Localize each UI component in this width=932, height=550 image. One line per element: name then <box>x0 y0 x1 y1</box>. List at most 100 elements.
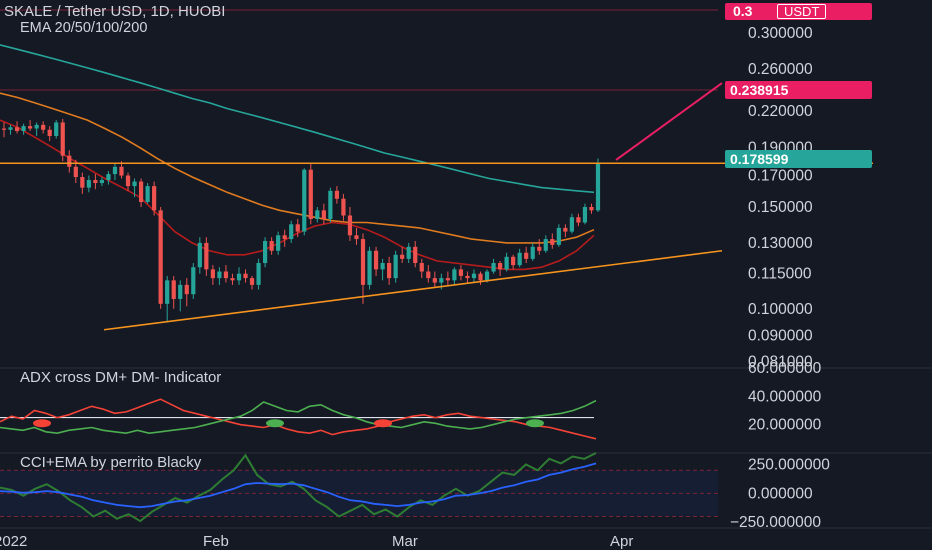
candle-body <box>550 239 555 245</box>
adx-cross-marker <box>266 419 284 428</box>
time-axis: 2022 Feb Mar Apr <box>0 533 633 550</box>
support-trendline <box>103 249 723 331</box>
candle-body <box>334 190 340 199</box>
price-tick-label: 0.115000 <box>748 266 812 283</box>
candle-body <box>34 124 39 129</box>
candle-body <box>321 210 326 219</box>
candle-body <box>165 280 170 304</box>
candle-body <box>419 263 424 272</box>
candle-body <box>543 239 548 251</box>
candle-body <box>517 252 522 266</box>
candle-body <box>243 273 248 279</box>
candle-body <box>556 227 561 245</box>
candle-body <box>204 242 209 270</box>
price-tick-label: 0.150000 <box>748 199 813 216</box>
candle-body <box>73 166 78 178</box>
candle-body <box>1 128 7 130</box>
candle-body <box>387 263 392 279</box>
adx-cross-marker <box>33 419 51 428</box>
candle-body <box>347 215 353 236</box>
price-tick-label: 0.220000 <box>748 103 813 120</box>
candle-body <box>41 124 46 130</box>
candle-body <box>360 239 366 285</box>
candle-body <box>132 181 137 187</box>
candle-body <box>315 210 320 219</box>
current-price-value: 0.3 <box>733 3 753 19</box>
cci-tick-label: −250.000000 <box>730 514 821 531</box>
price-axis: 0.3000000.2600000.2200000.1900000.170000… <box>730 25 830 531</box>
candle-body <box>289 224 294 240</box>
time-tick-label: Apr <box>610 533 633 550</box>
candle-body <box>576 217 581 223</box>
candle-body <box>249 278 255 285</box>
candle-body <box>262 240 268 264</box>
candle-body <box>230 278 235 281</box>
candle-body <box>158 210 163 304</box>
candle-body <box>432 278 437 283</box>
candle-body <box>14 127 20 131</box>
candle-body <box>308 169 313 219</box>
candle-body <box>28 126 33 129</box>
candles[interactable] <box>1 118 601 322</box>
candle-body <box>21 126 26 131</box>
candle-body <box>452 269 457 281</box>
adx-tick-label: 60.000000 <box>748 360 822 377</box>
candle-body <box>406 246 411 259</box>
candle-body <box>86 180 91 188</box>
price-tick-label: 0.100000 <box>748 301 813 318</box>
price-tick-label: 0.300000 <box>748 25 813 42</box>
candle-body <box>256 263 261 285</box>
currency-badge: USDT <box>777 4 827 19</box>
candle-body <box>524 252 529 259</box>
candle-body <box>582 206 588 223</box>
candle-body <box>589 206 594 211</box>
chart-title: SKALE / Tether USD, 1D, HUOBI <box>4 3 226 20</box>
adx-cross-marker <box>374 419 392 428</box>
candle-body <box>125 175 131 187</box>
candle-body <box>497 263 503 270</box>
candle-body <box>380 263 385 270</box>
candle-body <box>511 256 516 266</box>
target-price-label: 0.238915 <box>725 81 872 99</box>
candle-body <box>491 263 496 272</box>
candle-body <box>67 155 72 167</box>
time-tick-label: 2022 <box>0 533 27 550</box>
price-tick-label: 0.090000 <box>748 327 813 344</box>
candle-body <box>373 250 379 270</box>
time-tick-label: Mar <box>392 533 418 550</box>
candle-body <box>471 273 477 279</box>
candle-body <box>119 166 124 176</box>
candle-body <box>328 190 333 219</box>
candle-body <box>217 271 222 279</box>
candle-body <box>191 267 196 295</box>
candle-body <box>112 166 118 175</box>
price-tick-label: 0.260000 <box>748 61 813 78</box>
candle-body <box>484 271 490 281</box>
grid <box>0 9 932 529</box>
candle-body <box>236 273 242 281</box>
cci-pane-title: CCI+EMA by perrito Blacky <box>20 454 202 471</box>
adx-tick-label: 40.000000 <box>748 388 822 405</box>
candle-body <box>47 129 52 136</box>
candle-body <box>537 246 542 251</box>
time-tick-label: Feb <box>203 533 229 550</box>
cci-pane <box>0 452 718 523</box>
candle-body <box>197 242 202 268</box>
adx-tick-label: 20.000000 <box>748 417 822 434</box>
candle-body <box>426 271 431 279</box>
candle-body <box>184 284 189 295</box>
candle-body <box>171 280 176 299</box>
candle-body <box>99 180 105 184</box>
candle-body <box>152 186 157 211</box>
price-tick-label: 0.130000 <box>748 235 813 252</box>
candle-body <box>504 256 509 270</box>
candle-body <box>367 250 372 285</box>
dm_minus-line <box>0 398 597 440</box>
candle-body <box>93 180 98 184</box>
candle-body <box>138 181 144 203</box>
dm_plus-line <box>0 399 597 435</box>
candle-body <box>478 273 483 281</box>
candle-body <box>400 254 405 259</box>
current-price-badge[interactable]: 0.3 USDT <box>725 3 872 20</box>
candle-body <box>295 224 300 232</box>
